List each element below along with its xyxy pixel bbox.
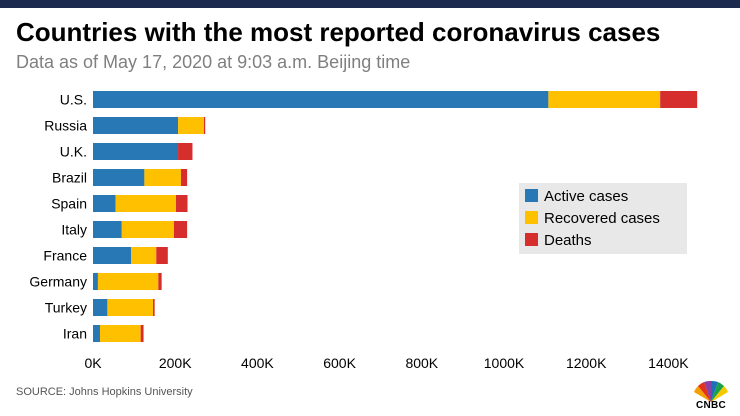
category-label-france: France <box>43 248 87 264</box>
bar-russia-deaths <box>203 117 206 134</box>
bar-germany-recovered <box>97 273 159 290</box>
bar-spain-deaths <box>176 195 188 212</box>
bar-italy-deaths <box>173 221 188 238</box>
legend-swatch-deaths <box>525 233 538 246</box>
legend-swatch-active <box>525 189 538 202</box>
category-label-germany: Germany <box>29 274 87 290</box>
legend-label-active: Active cases <box>544 188 628 205</box>
cnbc-peacock-icon <box>694 380 728 402</box>
bar-italy-active <box>93 221 122 238</box>
bar-iran-active <box>93 325 100 342</box>
bar-spain-active <box>93 195 116 212</box>
bar-spain-recovered <box>115 195 177 212</box>
bar-russia-active <box>93 117 179 134</box>
x-tick-label: 0K <box>84 355 102 371</box>
category-label-turkey: Turkey <box>45 300 87 316</box>
x-tick-label: 400K <box>241 355 274 371</box>
legend-box <box>519 183 687 254</box>
bar-brazil-active <box>93 169 145 186</box>
chart-title: Countries with the most reported coronav… <box>16 17 661 47</box>
bar-turkey-recovered <box>107 299 154 316</box>
legend-label-deaths: Deaths <box>544 232 592 249</box>
bar-turkey-deaths <box>153 299 155 316</box>
x-tick-label: 1000K <box>484 355 525 371</box>
category-label-us: U.S. <box>60 92 87 108</box>
x-tick-label: 1200K <box>566 355 607 371</box>
bar-uk-deaths <box>178 143 193 160</box>
chart-subtitle: Data as of May 17, 2020 at 9:03 a.m. Bei… <box>16 52 411 72</box>
x-tick-label: 800K <box>405 355 438 371</box>
bar-us-deaths <box>660 91 698 108</box>
bar-brazil-recovered <box>144 169 181 186</box>
bar-germany-deaths <box>158 273 162 290</box>
category-label-iran: Iran <box>63 326 87 342</box>
category-label-spain: Spain <box>51 196 87 212</box>
bar-us-active <box>93 91 549 108</box>
bar-turkey-active <box>93 299 108 316</box>
category-label-italy: Italy <box>61 222 87 238</box>
bar-france-recovered <box>131 247 157 264</box>
category-label-uk: U.K. <box>60 144 87 160</box>
bar-germany-active <box>93 273 98 290</box>
category-label-russia: Russia <box>44 118 87 134</box>
bar-italy-recovered <box>121 221 174 238</box>
bar-france-deaths <box>156 247 168 264</box>
bar-russia-recovered <box>178 117 204 134</box>
legend-label-recovered: Recovered cases <box>544 210 660 227</box>
x-tick-label: 1400K <box>648 355 689 371</box>
cnbc-logo-text: CNBC <box>695 400 727 411</box>
bar-france-active <box>93 247 132 264</box>
bar-iran-recovered <box>99 325 141 342</box>
top-accent-bar <box>0 0 740 8</box>
category-label-brazil: Brazil <box>52 170 87 186</box>
bar-iran-deaths <box>140 325 144 342</box>
bar-uk-active <box>93 143 179 160</box>
bar-us-recovered <box>548 91 661 108</box>
x-tick-label: 200K <box>159 355 192 371</box>
x-tick-label: 600K <box>323 355 356 371</box>
source-note: SOURCE: Johns Hopkins University <box>16 386 193 398</box>
bar-brazil-deaths <box>180 169 188 186</box>
legend-swatch-recovered <box>525 211 538 224</box>
